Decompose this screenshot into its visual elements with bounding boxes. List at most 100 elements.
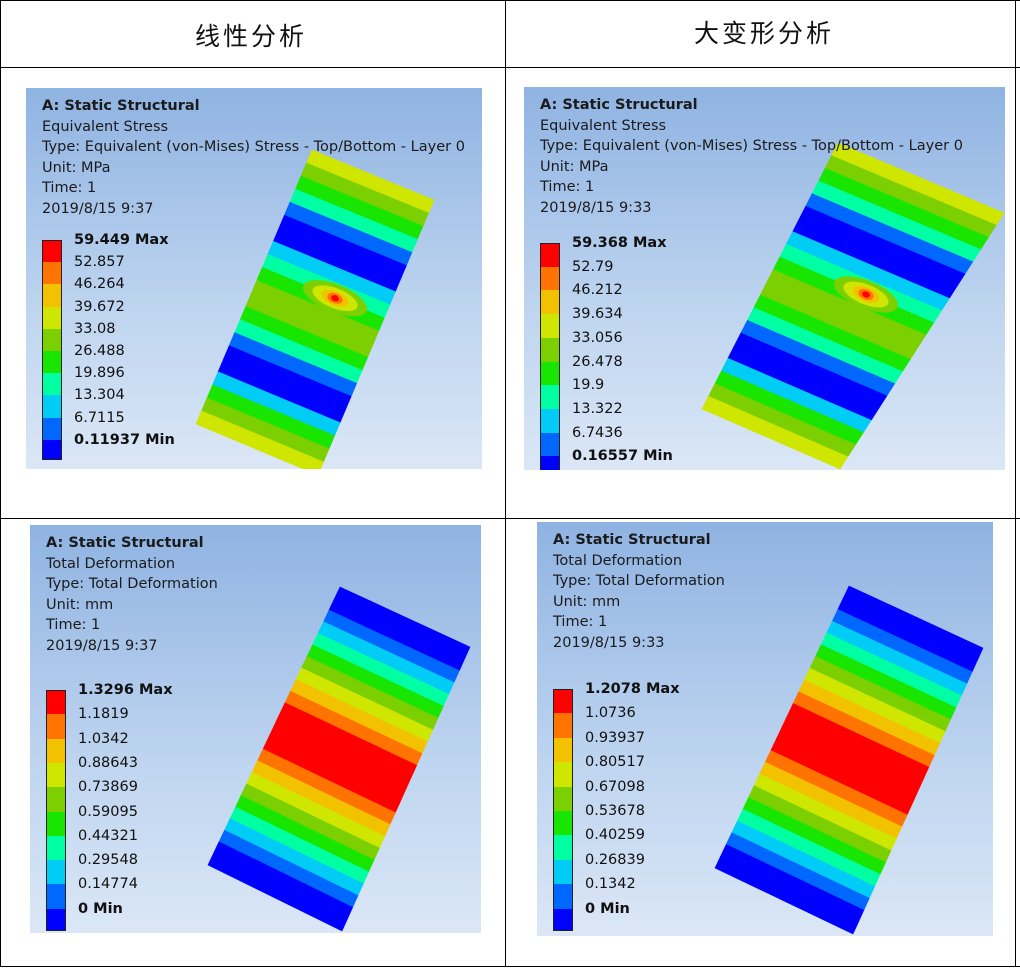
legend-swatch <box>46 714 66 740</box>
legend-swatch <box>42 240 62 263</box>
analysis-title: A: Static Structural <box>553 532 711 548</box>
legend-entry: 33.056 <box>540 330 740 362</box>
result-info-line: Time: 1 <box>553 614 608 630</box>
legend-swatch <box>42 395 62 419</box>
legend-label: 1.0342 <box>78 730 129 747</box>
result-info-line: Equivalent Stress <box>42 118 169 135</box>
legend-label: 0.80517 <box>585 754 645 771</box>
table-border-center <box>505 0 506 967</box>
legend-label: 26.478 <box>572 353 623 370</box>
legend-swatch <box>42 417 62 441</box>
legend-entry: 1.3296 Max <box>46 682 246 715</box>
legend-swatch <box>42 284 62 308</box>
contour-band <box>701 395 849 470</box>
legend-label: 33.056 <box>572 329 623 346</box>
legend-min-label: 0 Min <box>78 900 123 917</box>
result-info-line: Total Deformation <box>553 552 683 569</box>
legend-label: 0.53678 <box>585 803 645 819</box>
legend-swatch <box>46 690 66 715</box>
legend-label: 33.08 <box>74 320 116 337</box>
contour-plot <box>701 142 1005 470</box>
legend-label: 1.1819 <box>78 706 129 723</box>
legend-label: 0.93937 <box>585 729 645 746</box>
legend-entry: 13.304 <box>42 387 242 419</box>
legend-label: 6.7436 <box>572 424 623 441</box>
legend-label: 52.79 <box>572 258 614 275</box>
result-info-line: 2019/8/15 9:37 <box>46 637 158 654</box>
legend-label: 0.29548 <box>78 852 138 869</box>
legend-entry: 0.1342 <box>553 876 753 910</box>
result-info: A: Static Structural Total Deformation Typ… <box>553 530 725 653</box>
legend-label: 1.0736 <box>585 705 636 722</box>
legend-top-border <box>540 243 560 244</box>
legend-label: 19.896 <box>74 365 125 382</box>
legend-swatch <box>553 689 573 714</box>
legend-entry: 26.488 <box>42 343 242 374</box>
legend-entry: 0.80517 <box>553 754 753 788</box>
legend-swatch <box>553 713 573 739</box>
stress-large-deformation-panel: A: Static Structural Equivalent Stress Typ… <box>524 87 1005 470</box>
header-large-deformation-analysis: 大变形分析 <box>694 19 835 48</box>
result-info-line: Time: 1 <box>46 617 101 633</box>
table-border-middle <box>0 518 1020 519</box>
contour-band <box>207 853 348 932</box>
stress-hotspot <box>331 295 339 302</box>
legend-entry: 33.08 <box>42 321 242 352</box>
legend-swatch <box>42 262 62 285</box>
legend-swatch <box>46 884 66 910</box>
result-info-line: Type: Total Deformation <box>553 573 725 589</box>
result-info-line: Unit: mm <box>553 593 621 610</box>
result-info: A: Static Structural Equivalent Stress Typ… <box>42 96 465 219</box>
contour-band <box>195 410 324 469</box>
legend-label: 0.26839 <box>585 851 645 868</box>
result-info-line: Time: 1 <box>42 180 97 196</box>
legend-max-label: 1.3296 Max <box>78 682 173 698</box>
result-info: A: Static Structural Total Deformation Typ… <box>46 533 218 656</box>
legend-entry: 59.449 Max <box>42 232 242 263</box>
legend-swatch <box>46 787 66 812</box>
legend-label: 0.14774 <box>78 876 138 893</box>
legend-swatch <box>540 456 560 470</box>
result-info-line: Type: Total Deformation <box>46 576 218 592</box>
legend-entry: 1.0736 <box>553 705 753 739</box>
legend-swatch <box>553 908 573 931</box>
legend-entry: 19.9 <box>540 377 740 410</box>
legend-entry: 59.368 Max <box>540 235 740 268</box>
legend-label: 0.40259 <box>585 827 645 844</box>
legend-max-label: 1.2078 Max <box>585 681 680 697</box>
result-info-line: Unit: MPa <box>540 158 609 175</box>
result-info-line: 2019/8/15 9:33 <box>553 634 665 651</box>
legend-swatch <box>553 737 573 763</box>
legend-entry: 0.44321 <box>46 828 246 861</box>
legend-label: 0.44321 <box>78 827 138 844</box>
contour-plot <box>207 586 471 932</box>
legend-entry: 26.478 <box>540 354 740 386</box>
analysis-title: A: Static Structural <box>46 535 204 551</box>
legend-entry: 0.53678 <box>553 803 753 836</box>
legend-label: 19.9 <box>572 377 605 394</box>
legend-entry: 0.26839 <box>553 852 753 885</box>
legend-max-label: 59.449 Max <box>74 232 169 248</box>
result-info-line: Unit: MPa <box>42 159 111 176</box>
deformation-large-deformation-panel: A: Static Structural Total Deformation Typ… <box>537 522 993 936</box>
table-border-header <box>0 67 1020 68</box>
analysis-title: A: Static Structural <box>540 97 698 113</box>
legend-entry: 52.857 <box>42 254 242 285</box>
legend-entry: 39.634 <box>540 306 740 339</box>
legend-entry: 0 Min <box>46 901 246 931</box>
legend-entry: 46.212 <box>540 282 740 315</box>
legend-label: 26.488 <box>74 343 125 359</box>
legend-entry: 6.7436 <box>540 425 740 457</box>
legend-swatch <box>46 811 66 837</box>
legend-entry: 0.88643 <box>46 755 246 788</box>
legend-swatch <box>540 432 560 457</box>
result-info-line: Total Deformation <box>46 555 176 572</box>
result-info: A: Static Structural Equivalent Stress Typ… <box>540 95 963 218</box>
legend-entry: 46.264 <box>42 276 242 308</box>
legend-entry: 0.73869 <box>46 779 246 812</box>
legend-label: 0.88643 <box>78 754 138 771</box>
legend-label: 0.1342 <box>585 876 636 893</box>
legend-swatch <box>540 337 560 362</box>
table-border-bottom <box>0 966 1020 967</box>
